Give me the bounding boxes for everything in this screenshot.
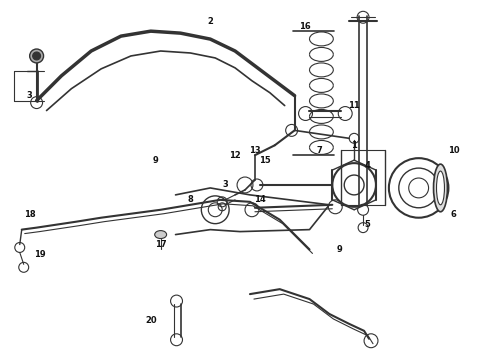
Text: 9: 9 [337, 245, 342, 254]
Text: 10: 10 [447, 146, 459, 155]
Text: 8: 8 [188, 195, 193, 204]
Text: 16: 16 [299, 22, 310, 31]
Text: 14: 14 [254, 195, 266, 204]
Text: 18: 18 [24, 210, 35, 219]
Text: 3: 3 [222, 180, 228, 189]
Ellipse shape [437, 171, 444, 205]
Text: 13: 13 [249, 146, 261, 155]
Text: 3: 3 [27, 91, 32, 100]
Ellipse shape [434, 164, 447, 212]
Text: 4: 4 [364, 161, 370, 170]
Text: 12: 12 [229, 151, 241, 160]
Text: 20: 20 [145, 316, 156, 325]
Text: 6: 6 [450, 210, 456, 219]
Text: 2: 2 [207, 17, 213, 26]
Text: 5: 5 [364, 220, 370, 229]
Text: 11: 11 [348, 101, 360, 110]
Text: 15: 15 [259, 156, 270, 165]
Text: 7: 7 [317, 146, 322, 155]
Circle shape [33, 52, 41, 60]
Text: 19: 19 [34, 250, 46, 259]
Ellipse shape [155, 231, 167, 239]
Circle shape [30, 49, 44, 63]
Text: 9: 9 [153, 156, 159, 165]
Text: 17: 17 [155, 240, 167, 249]
Text: 1: 1 [351, 141, 357, 150]
